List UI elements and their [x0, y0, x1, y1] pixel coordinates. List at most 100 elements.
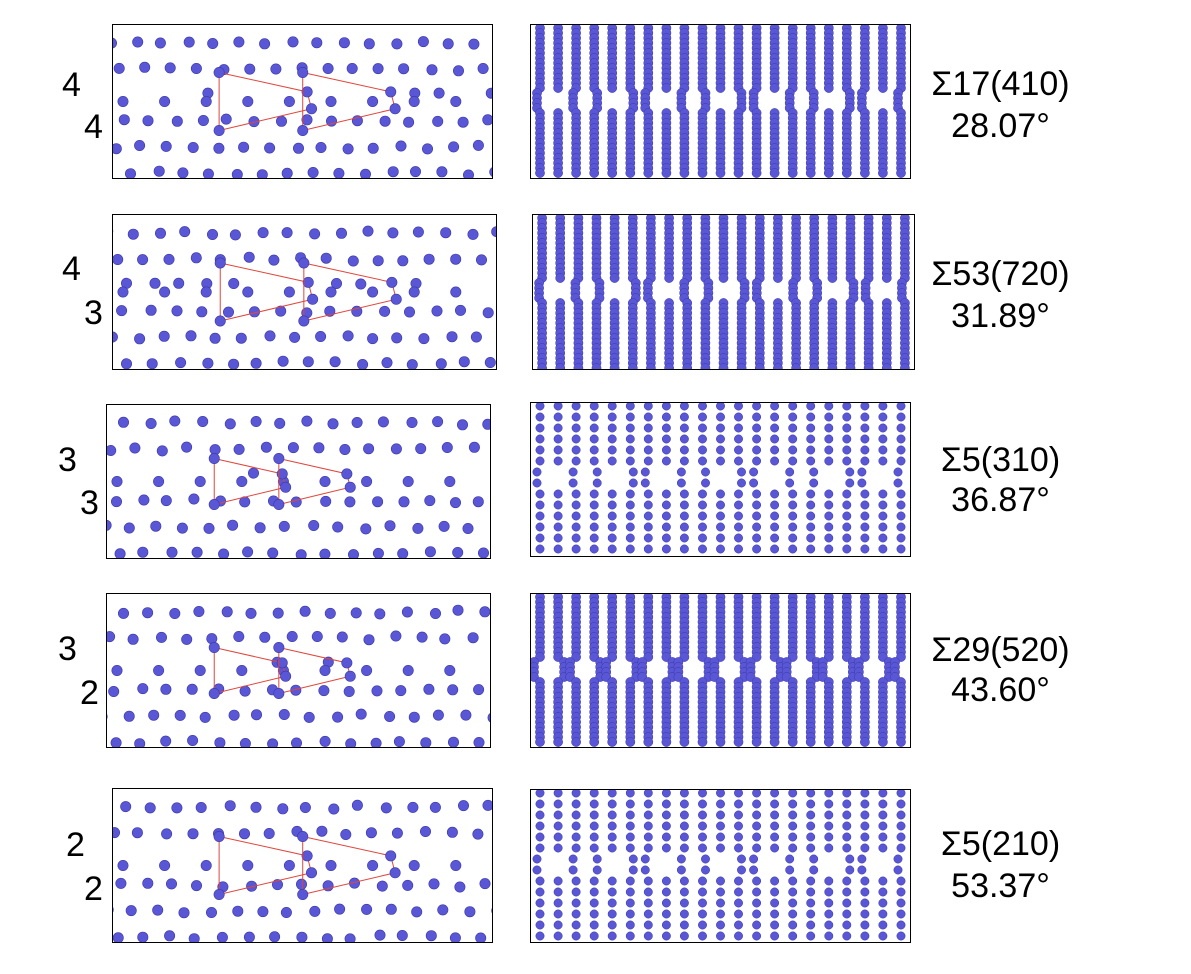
atom: [454, 304, 466, 316]
atom: [553, 832, 563, 842]
atom: [716, 810, 725, 820]
atom: [842, 511, 852, 521]
atom: [328, 803, 340, 815]
atom: [752, 887, 762, 897]
atom: [553, 799, 563, 809]
atom: [878, 83, 888, 93]
atom: [845, 467, 855, 477]
atom: [571, 511, 581, 521]
atom: [896, 403, 906, 411]
atom: [325, 286, 337, 298]
atom: [842, 821, 852, 831]
atom: [734, 920, 743, 930]
atom: [785, 854, 795, 864]
atom: [878, 434, 888, 444]
atom: [625, 445, 635, 455]
atom: [389, 103, 401, 115]
atom: [472, 496, 484, 508]
atom: [374, 929, 386, 941]
atom: [553, 511, 563, 521]
atom: [164, 930, 176, 942]
atom: [628, 865, 638, 875]
atom: [450, 860, 462, 872]
atom: [160, 495, 172, 507]
atom: [362, 225, 374, 237]
atom: [113, 62, 125, 74]
atom: [698, 810, 707, 820]
atom: [845, 363, 856, 369]
atom: [171, 115, 183, 127]
atom: [643, 931, 653, 941]
atom: [402, 665, 414, 677]
atom: [268, 254, 280, 266]
atom: [878, 511, 888, 521]
atom: [344, 670, 356, 682]
atom: [640, 478, 650, 488]
atom: [223, 306, 235, 318]
atom: [788, 843, 798, 853]
atom: [200, 96, 212, 108]
atom: [276, 468, 288, 480]
atom: [194, 665, 206, 677]
atom: [643, 832, 653, 842]
atom: [860, 500, 870, 510]
atom: [860, 434, 870, 444]
atom: [643, 876, 653, 886]
atom: [553, 821, 563, 831]
atom: [491, 226, 496, 238]
atom: [806, 909, 816, 919]
atom: [208, 499, 220, 511]
atom: [700, 363, 711, 369]
atom: [661, 876, 671, 886]
atom: [842, 423, 852, 433]
atom: [385, 86, 397, 98]
atom: [628, 854, 638, 864]
atom: [701, 854, 710, 864]
atom: [589, 445, 599, 455]
atom: [809, 865, 819, 875]
atom: [331, 277, 343, 289]
atom: [716, 821, 725, 831]
atom: [134, 140, 146, 152]
atom: [736, 363, 747, 369]
atom: [478, 547, 489, 558]
atom: [752, 790, 762, 798]
atom: [857, 467, 867, 477]
atom: [535, 821, 545, 831]
atom: [607, 821, 617, 831]
atom: [423, 683, 435, 695]
atom: [661, 434, 671, 444]
atom: [752, 434, 762, 444]
atom: [303, 711, 315, 723]
atom: [607, 511, 617, 521]
atom: [664, 363, 674, 369]
atom: [298, 257, 310, 269]
atom: [110, 737, 122, 747]
atom: [896, 168, 906, 178]
atom: [860, 522, 870, 532]
atom: [770, 403, 780, 411]
misorientation-angle: 53.37°: [951, 867, 1050, 905]
atom: [878, 931, 888, 941]
atom: [363, 38, 375, 50]
atom: [153, 476, 165, 488]
atom: [107, 445, 117, 456]
atom: [137, 683, 149, 695]
atom: [127, 633, 139, 645]
atom: [661, 909, 671, 919]
atom: [571, 920, 581, 930]
atom: [893, 854, 903, 864]
atom: [535, 931, 545, 941]
atom: [661, 790, 671, 798]
atom: [272, 607, 284, 619]
atom: [553, 790, 563, 798]
atom: [806, 403, 816, 411]
atom: [896, 456, 906, 466]
atom: [770, 887, 780, 897]
atom: [607, 500, 617, 510]
atom: [607, 423, 617, 433]
atom: [607, 168, 618, 178]
atom: [185, 330, 197, 342]
atom: [166, 546, 178, 558]
atom: [190, 62, 202, 74]
